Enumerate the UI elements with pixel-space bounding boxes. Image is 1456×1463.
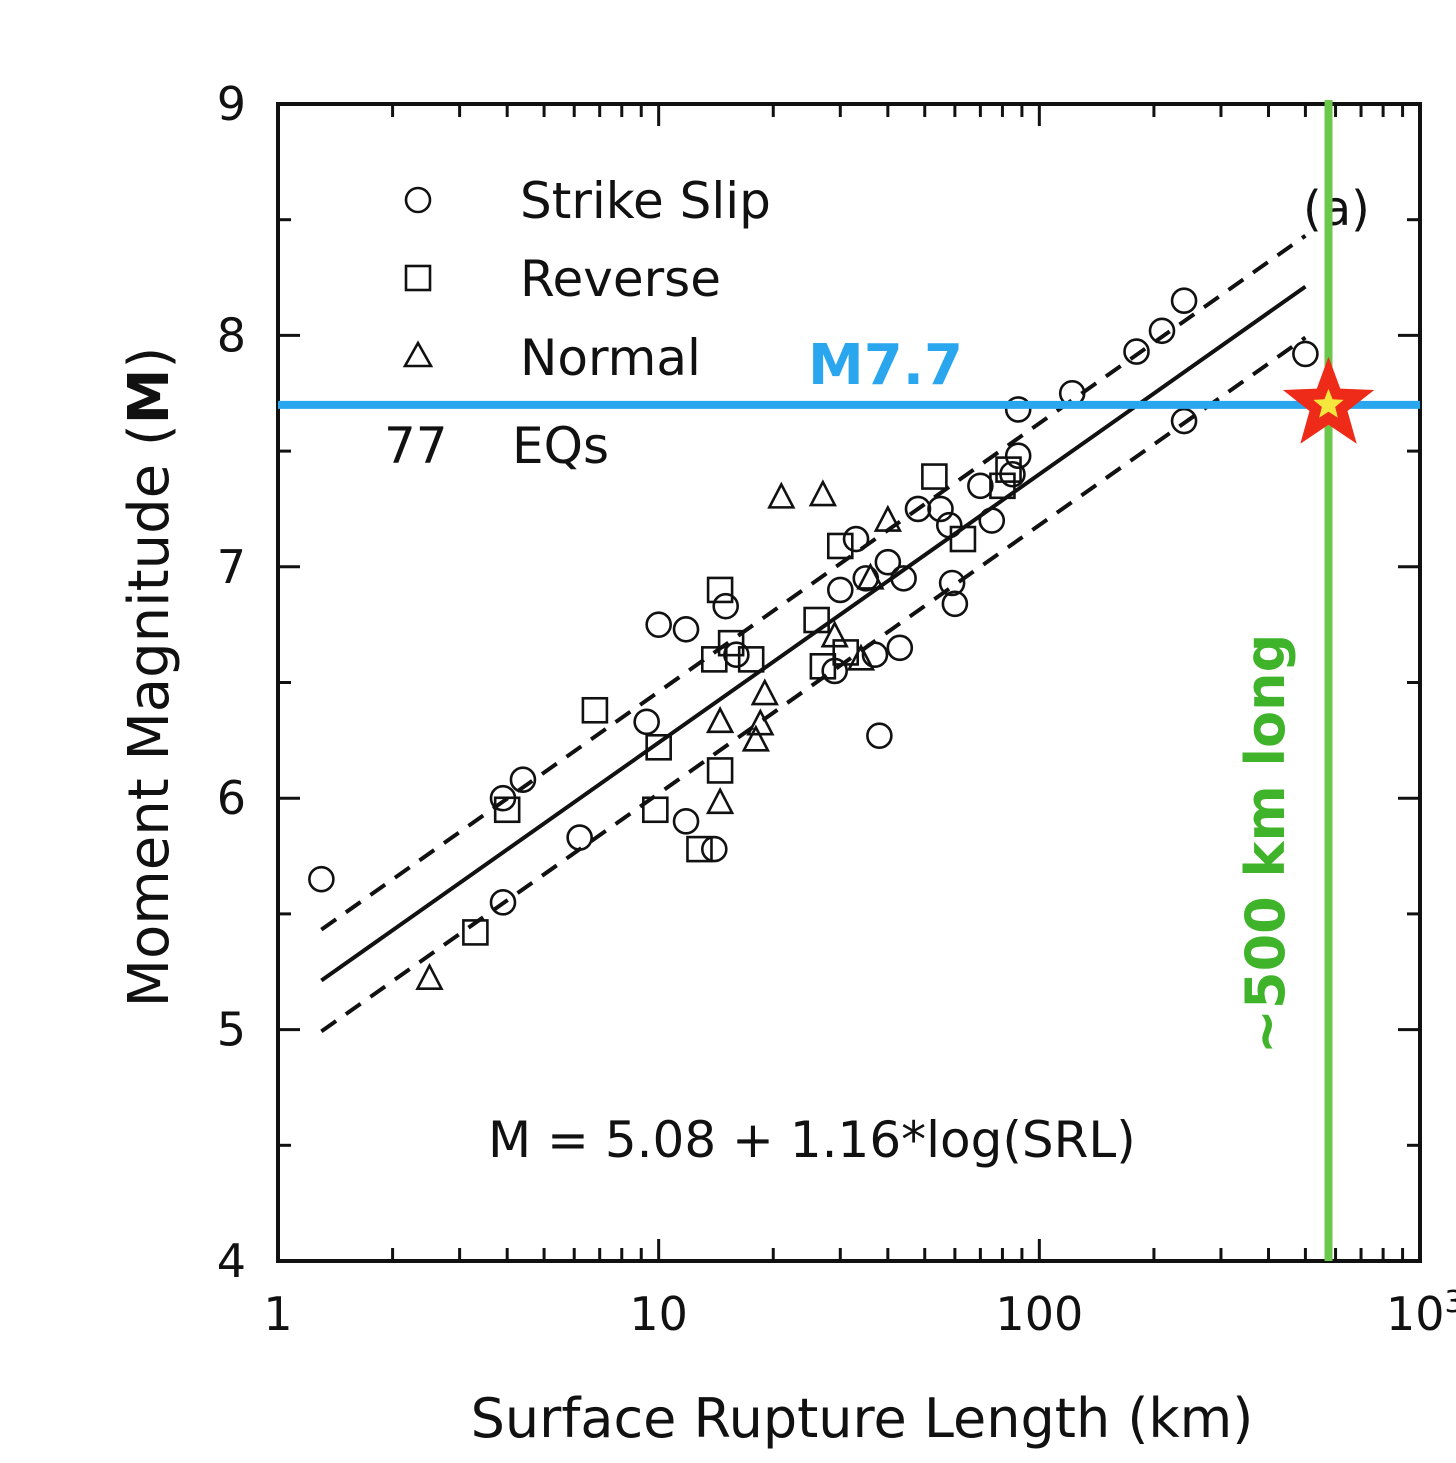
strike-slip-point (712, 592, 739, 620)
normal-point (856, 562, 885, 590)
strike-slip-point (1123, 338, 1150, 365)
reverse-point (686, 835, 713, 863)
star-inner (1313, 388, 1344, 418)
strike-slip-point (700, 835, 728, 863)
strike-slip-point (866, 722, 893, 750)
legend-label-normal: Normal (520, 329, 701, 387)
x-tick-label: 100 (995, 1287, 1083, 1341)
strike-slip-point (967, 472, 994, 500)
y-tick-label: 6 (217, 771, 246, 825)
normal-point (746, 708, 775, 736)
strike-slip-point (633, 708, 660, 736)
normal-point (750, 678, 779, 706)
reverse-point (921, 463, 948, 490)
strike-slip-point (672, 615, 700, 643)
normal-point (820, 620, 849, 648)
plot-frame (276, 102, 1422, 1263)
strike-slip-point (645, 611, 672, 638)
reverse-point (493, 796, 521, 824)
regression-equation: M = 5.08 + 1.16*log(SRL) (488, 1111, 1136, 1169)
reverse-point (989, 472, 1016, 500)
strike-slip-point (1170, 407, 1198, 435)
strike-slip-point (509, 766, 537, 793)
legend-label-reverse: Reverse (520, 250, 721, 308)
reverse-point (462, 919, 489, 946)
x-axis-label: Surface Rupture Length (km) (471, 1387, 1254, 1450)
normal-point (705, 787, 735, 815)
legend-triangle-marker (402, 340, 434, 368)
legend: Strike Slip Reverse Normal 77 EQs (384, 172, 771, 475)
reverse-point (700, 646, 728, 673)
normal-point (808, 479, 838, 507)
strike-slip-point (566, 824, 593, 851)
reverse-point (706, 576, 734, 604)
normal-point (873, 504, 902, 532)
strike-slip-point (890, 565, 917, 592)
normal-point (741, 724, 770, 752)
strike-slip-point (874, 548, 902, 576)
reverse-point (717, 629, 745, 657)
y-tick-label: 4 (217, 1234, 246, 1288)
strike-slip-point (1170, 287, 1198, 314)
normal-point (705, 706, 735, 734)
strike-slip-point (941, 590, 969, 618)
normal-point (846, 643, 876, 671)
legend-count-label: EQs (512, 417, 609, 475)
legend-circle-marker (404, 186, 432, 214)
reverse-point (826, 532, 854, 560)
reverse-point (995, 456, 1022, 483)
data-points (308, 287, 1319, 990)
reverse-point (737, 646, 765, 673)
strike-slip-point (861, 641, 889, 669)
confidence-band-line (320, 335, 1307, 1034)
legend-label-strike-slip: Strike Slip (520, 172, 771, 230)
legend-square-marker (404, 264, 432, 292)
strike-slip-point (842, 525, 870, 553)
legend-count-number: 77 (384, 417, 448, 475)
x-tick-label: 1 (263, 1287, 292, 1341)
reverse-point (645, 733, 672, 761)
reverse-point (706, 757, 734, 784)
strike-slip-point (1004, 442, 1032, 470)
strike-slip-point (904, 495, 932, 523)
tick-labels: 4 5 6 7 8 9 1 10 100 103 (217, 77, 1456, 1341)
y-tick-label: 5 (217, 1003, 246, 1057)
y-tick-label: 9 (217, 77, 246, 131)
x-tick-label: 10 (629, 1287, 688, 1341)
confidence-band-line (320, 234, 1307, 932)
panel-label: (a) (1303, 181, 1370, 237)
reverse-point (642, 796, 669, 824)
strike-slip-point (927, 495, 954, 523)
normal-point (767, 481, 796, 509)
axis-ticks (278, 102, 1420, 1263)
strike-slip-point (978, 507, 1006, 534)
strike-slip-point (1004, 396, 1032, 423)
strike-slip-point (886, 634, 914, 662)
reverse-point (581, 696, 609, 724)
reverse-point (803, 606, 830, 634)
strike-slip-point (826, 576, 854, 604)
y-tick-label: 8 (217, 308, 246, 362)
reverse-point (949, 525, 977, 553)
strike-slip-point (935, 511, 963, 539)
y-axis-label: Moment Magnitude (M) (117, 347, 182, 1008)
strike-slip-point (489, 889, 517, 916)
reverse-point (809, 653, 837, 680)
strike-slip-point (1148, 317, 1176, 345)
normal-point (415, 962, 444, 990)
x-tick-label: 103 (1386, 1285, 1456, 1341)
star-marker-icon (1282, 356, 1375, 444)
strike-slip-point (1292, 340, 1319, 368)
rupture-length-annotation-label: ~500 km long (1234, 634, 1297, 1054)
strike-slip-point (938, 569, 966, 597)
strike-slip-point (308, 865, 335, 893)
magnitude-annotation-label: M7.7 (808, 333, 963, 398)
y-tick-label: 7 (217, 540, 246, 594)
strike-slip-point (672, 808, 700, 835)
